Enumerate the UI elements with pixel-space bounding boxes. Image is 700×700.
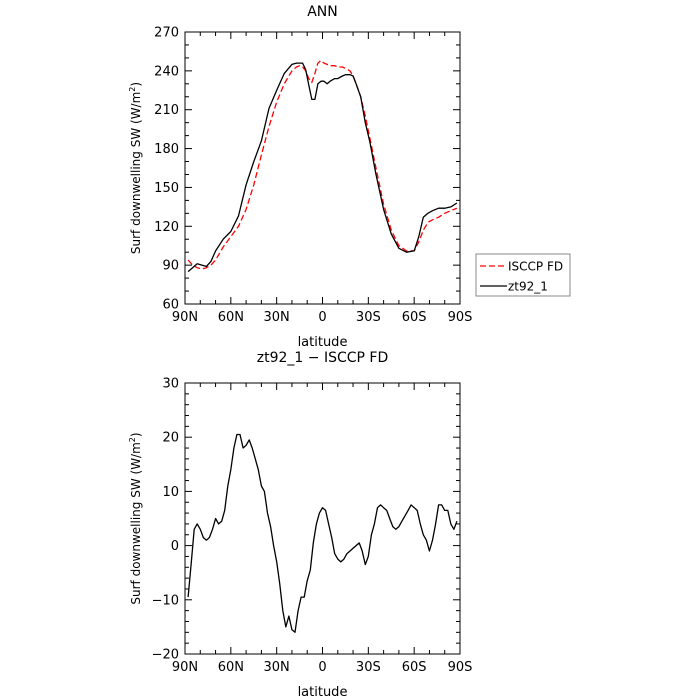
- y-tick-label: 20: [162, 431, 179, 446]
- y-tick-label: 210: [154, 103, 179, 118]
- series-line-isccp-fd: [187, 59, 458, 270]
- x-tick-label: 90N: [172, 310, 198, 325]
- y-tick-label: 10: [162, 485, 179, 500]
- x-tick-label: 30S: [356, 310, 381, 325]
- x-tick-label: 60N: [218, 660, 244, 675]
- x-tick-label: 60N: [218, 310, 244, 325]
- y-tick-label: 270: [154, 26, 179, 41]
- y-axis-label-end: ): [129, 82, 143, 87]
- y-tick-label: 240: [154, 64, 179, 79]
- x-tick-label: 30S: [356, 660, 381, 675]
- y-tick-label: −10: [152, 593, 179, 608]
- y-tick-label: 120: [154, 220, 179, 235]
- chart-title: ANN: [307, 4, 338, 20]
- x-tick-label: 0: [318, 310, 326, 325]
- legend: ISCCP FD zt92_1: [475, 253, 571, 297]
- legend-label: zt92_1: [508, 280, 548, 294]
- y-tick-label: 180: [154, 142, 179, 157]
- x-axis-label: latitude: [298, 685, 348, 700]
- y-axis-label-sup: 2: [128, 87, 137, 92]
- series-line-zt92-1: [187, 62, 458, 273]
- x-axis-label: latitude: [298, 335, 348, 350]
- x-tick-label: 30N: [264, 310, 290, 325]
- series-line-difference: [187, 433, 458, 633]
- y-axis-label-main: Surf downwelling SW (W/m: [129, 442, 143, 604]
- x-tick-label: 60S: [402, 660, 427, 675]
- legend-label: ISCCP FD: [508, 260, 563, 274]
- x-tick-label: 90N: [172, 660, 198, 675]
- y-tick-label: 0: [171, 539, 179, 554]
- chart-panel-1: ANN 90N 60N 30N 0 30S 60S 90S 60 90 120 150 180 210 24…: [128, 4, 571, 350]
- x-tick-label: 90S: [448, 660, 473, 675]
- y-axis-label: Surf downwelling SW (W/m2): [128, 82, 143, 254]
- y-tick-label: −20: [152, 648, 179, 663]
- y-tick-label: 30: [162, 377, 179, 392]
- plot-frame: [184, 31, 461, 305]
- x-tick-label: 90S: [448, 310, 473, 325]
- y-tick-label: 90: [162, 259, 179, 274]
- x-tick-label: 0: [318, 660, 326, 675]
- y-tick-label: 150: [154, 181, 179, 196]
- chart-title: zt92_1 − ISCCP FD: [257, 350, 388, 366]
- chart-panel-2: zt92_1 − ISCCP FD 90N 60N 30N 0 30S 60S 90S −20 −…: [128, 350, 472, 700]
- x-tick-label: 30N: [264, 660, 290, 675]
- legend-box: [475, 253, 571, 297]
- y-tick-label: 60: [162, 298, 179, 313]
- x-tick-label: 60S: [402, 310, 427, 325]
- y-axis-label-sup: 2: [128, 437, 137, 442]
- y-axis-label-end: ): [129, 432, 143, 437]
- y-axis-label-main: Surf downwelling SW (W/m: [129, 92, 143, 254]
- y-axis-label: Surf downwelling SW (W/m2): [128, 432, 143, 604]
